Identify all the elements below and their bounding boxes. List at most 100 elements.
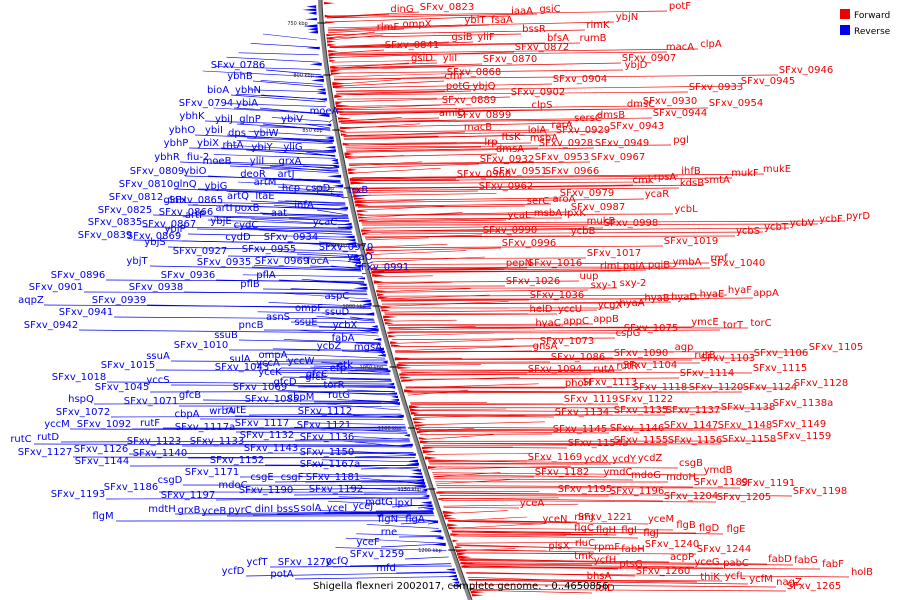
forward-connector xyxy=(386,319,457,322)
reverse-feature-arrow xyxy=(349,254,360,258)
forward-connector xyxy=(466,571,636,577)
forward-connector xyxy=(367,245,664,249)
forward-gene-label: SFxv_1159 xyxy=(777,431,831,442)
forward-feature-arrow xyxy=(349,178,364,182)
forward-gene-label: ptsG xyxy=(619,559,642,570)
reverse-connector xyxy=(242,274,363,278)
reverse-gene-label: gfcB xyxy=(179,390,201,401)
reverse-gene-label: SFxv_0835 xyxy=(88,217,142,228)
forward-feature-arrow xyxy=(329,59,337,62)
reverse-feature-arrow xyxy=(309,62,322,66)
reverse-connector xyxy=(317,510,434,514)
reverse-gene-label: SFxv_1152 xyxy=(210,455,264,466)
forward-connector xyxy=(438,492,558,495)
forward-connector xyxy=(355,193,497,196)
reverse-gene-label: SFxv_1127 xyxy=(18,447,72,458)
forward-connector xyxy=(350,167,441,174)
kbp-tick-label: 1150 kbp xyxy=(397,487,421,493)
forward-gene-label: SFxv_0962 xyxy=(479,181,533,192)
reverse-gene-label: ycfT xyxy=(246,557,268,568)
forward-connector xyxy=(338,104,456,107)
forward-connector xyxy=(370,257,587,259)
forward-gene-label: mukB xyxy=(587,216,616,227)
kbp-tick-label: 950 kbp xyxy=(327,243,347,249)
forward-connector xyxy=(443,503,579,507)
forward-connector xyxy=(450,523,547,529)
forward-feature-arrow xyxy=(348,171,360,175)
reverse-connector xyxy=(233,107,328,114)
reverse-gene-label: SFxv_0970 xyxy=(319,242,373,253)
forward-connector xyxy=(470,583,777,588)
reverse-connector xyxy=(338,496,429,500)
reverse-gene-label: artJ xyxy=(277,169,294,180)
forward-feature-arrow xyxy=(427,466,438,469)
forward-connector xyxy=(382,301,509,307)
forward-feature-arrow xyxy=(365,248,376,252)
kbp-tick-label: 850 kbp xyxy=(302,128,322,134)
forward-gene-label: SFxv_1191 xyxy=(741,478,795,489)
reverse-connector xyxy=(237,93,326,100)
forward-feature-arrow xyxy=(361,229,373,232)
forward-connector xyxy=(451,530,572,534)
forward-connector xyxy=(448,516,528,522)
reverse-connector xyxy=(274,479,423,483)
forward-gene-label: SFxv_1198 xyxy=(793,486,847,497)
reverse-gene-label: yccA xyxy=(256,358,280,369)
forward-connector xyxy=(328,34,383,41)
forward-gene-label: SFxv_1016 xyxy=(528,258,582,269)
reverse-gene-label: sulA xyxy=(229,354,250,365)
forward-gene-label: SFxv_1036 xyxy=(530,290,584,301)
reverse-connector xyxy=(251,218,351,226)
forward-gene-label: hyaE xyxy=(700,289,725,300)
forward-connector xyxy=(345,144,672,148)
reverse-connector xyxy=(234,415,403,418)
forward-feature-arrow xyxy=(339,126,354,130)
reverse-connector xyxy=(294,438,410,441)
forward-gene-label: rutA xyxy=(593,364,614,375)
reverse-gene-label: SFxv_1150 xyxy=(300,447,354,458)
forward-feature-arrow xyxy=(377,296,390,300)
reverse-feature-arrow xyxy=(353,264,362,268)
reverse-connector xyxy=(310,463,420,470)
reverse-gene-label: mdtG xyxy=(365,497,393,508)
forward-connector xyxy=(333,72,473,78)
forward-feature-arrow xyxy=(450,533,460,536)
forward-connector xyxy=(391,337,616,341)
reverse-gene-label: ssuA xyxy=(146,351,170,362)
forward-connector xyxy=(344,142,457,144)
forward-gene-label: msbA xyxy=(534,208,562,219)
reverse-gene-label: grxA xyxy=(279,156,302,167)
reverse-gene-label: ycfQ xyxy=(326,556,349,567)
forward-gene-label: SFxv_1138 xyxy=(721,402,775,413)
forward-gene-label: acpP xyxy=(670,552,694,563)
reverse-feature-arrow xyxy=(452,581,460,584)
forward-feature-arrow xyxy=(328,50,339,53)
forward-gene-label: macA xyxy=(666,42,694,53)
reverse-feature-arrow xyxy=(304,18,317,21)
forward-connector xyxy=(338,104,442,110)
forward-connector xyxy=(378,288,471,292)
forward-gene-label: SFxv_1169 xyxy=(528,452,582,463)
forward-connector xyxy=(327,15,510,23)
forward-feature-arrow xyxy=(448,526,463,530)
reverse-gene-label: trxB xyxy=(348,185,369,196)
reverse-connector xyxy=(321,362,388,366)
reverse-gene-label: SFxv_0942 xyxy=(24,320,78,331)
forward-gene-label: SFxv_1073 xyxy=(540,336,594,347)
forward-gene-label: SFxv_0870 xyxy=(483,54,537,65)
forward-connector xyxy=(357,199,426,204)
reverse-connector xyxy=(366,524,439,529)
reverse-gene-label: SFxv_0809 xyxy=(130,166,184,177)
forward-connector xyxy=(430,466,679,469)
forward-gene-label: SFxv_0929 xyxy=(556,125,610,136)
forward-connector xyxy=(354,190,479,193)
reverse-gene-label: flgM xyxy=(92,511,113,522)
reverse-gene-label: SFxv_0896 xyxy=(51,270,105,281)
reverse-gene-label: pncB xyxy=(238,320,263,331)
forward-gene-label: ybjD xyxy=(625,60,648,71)
forward-connector xyxy=(414,414,666,417)
forward-gene-label: SFxv_1122 xyxy=(619,394,673,405)
forward-feature-arrow xyxy=(366,251,374,255)
reverse-feature-arrow xyxy=(346,242,357,245)
forward-feature-arrow xyxy=(410,411,420,415)
